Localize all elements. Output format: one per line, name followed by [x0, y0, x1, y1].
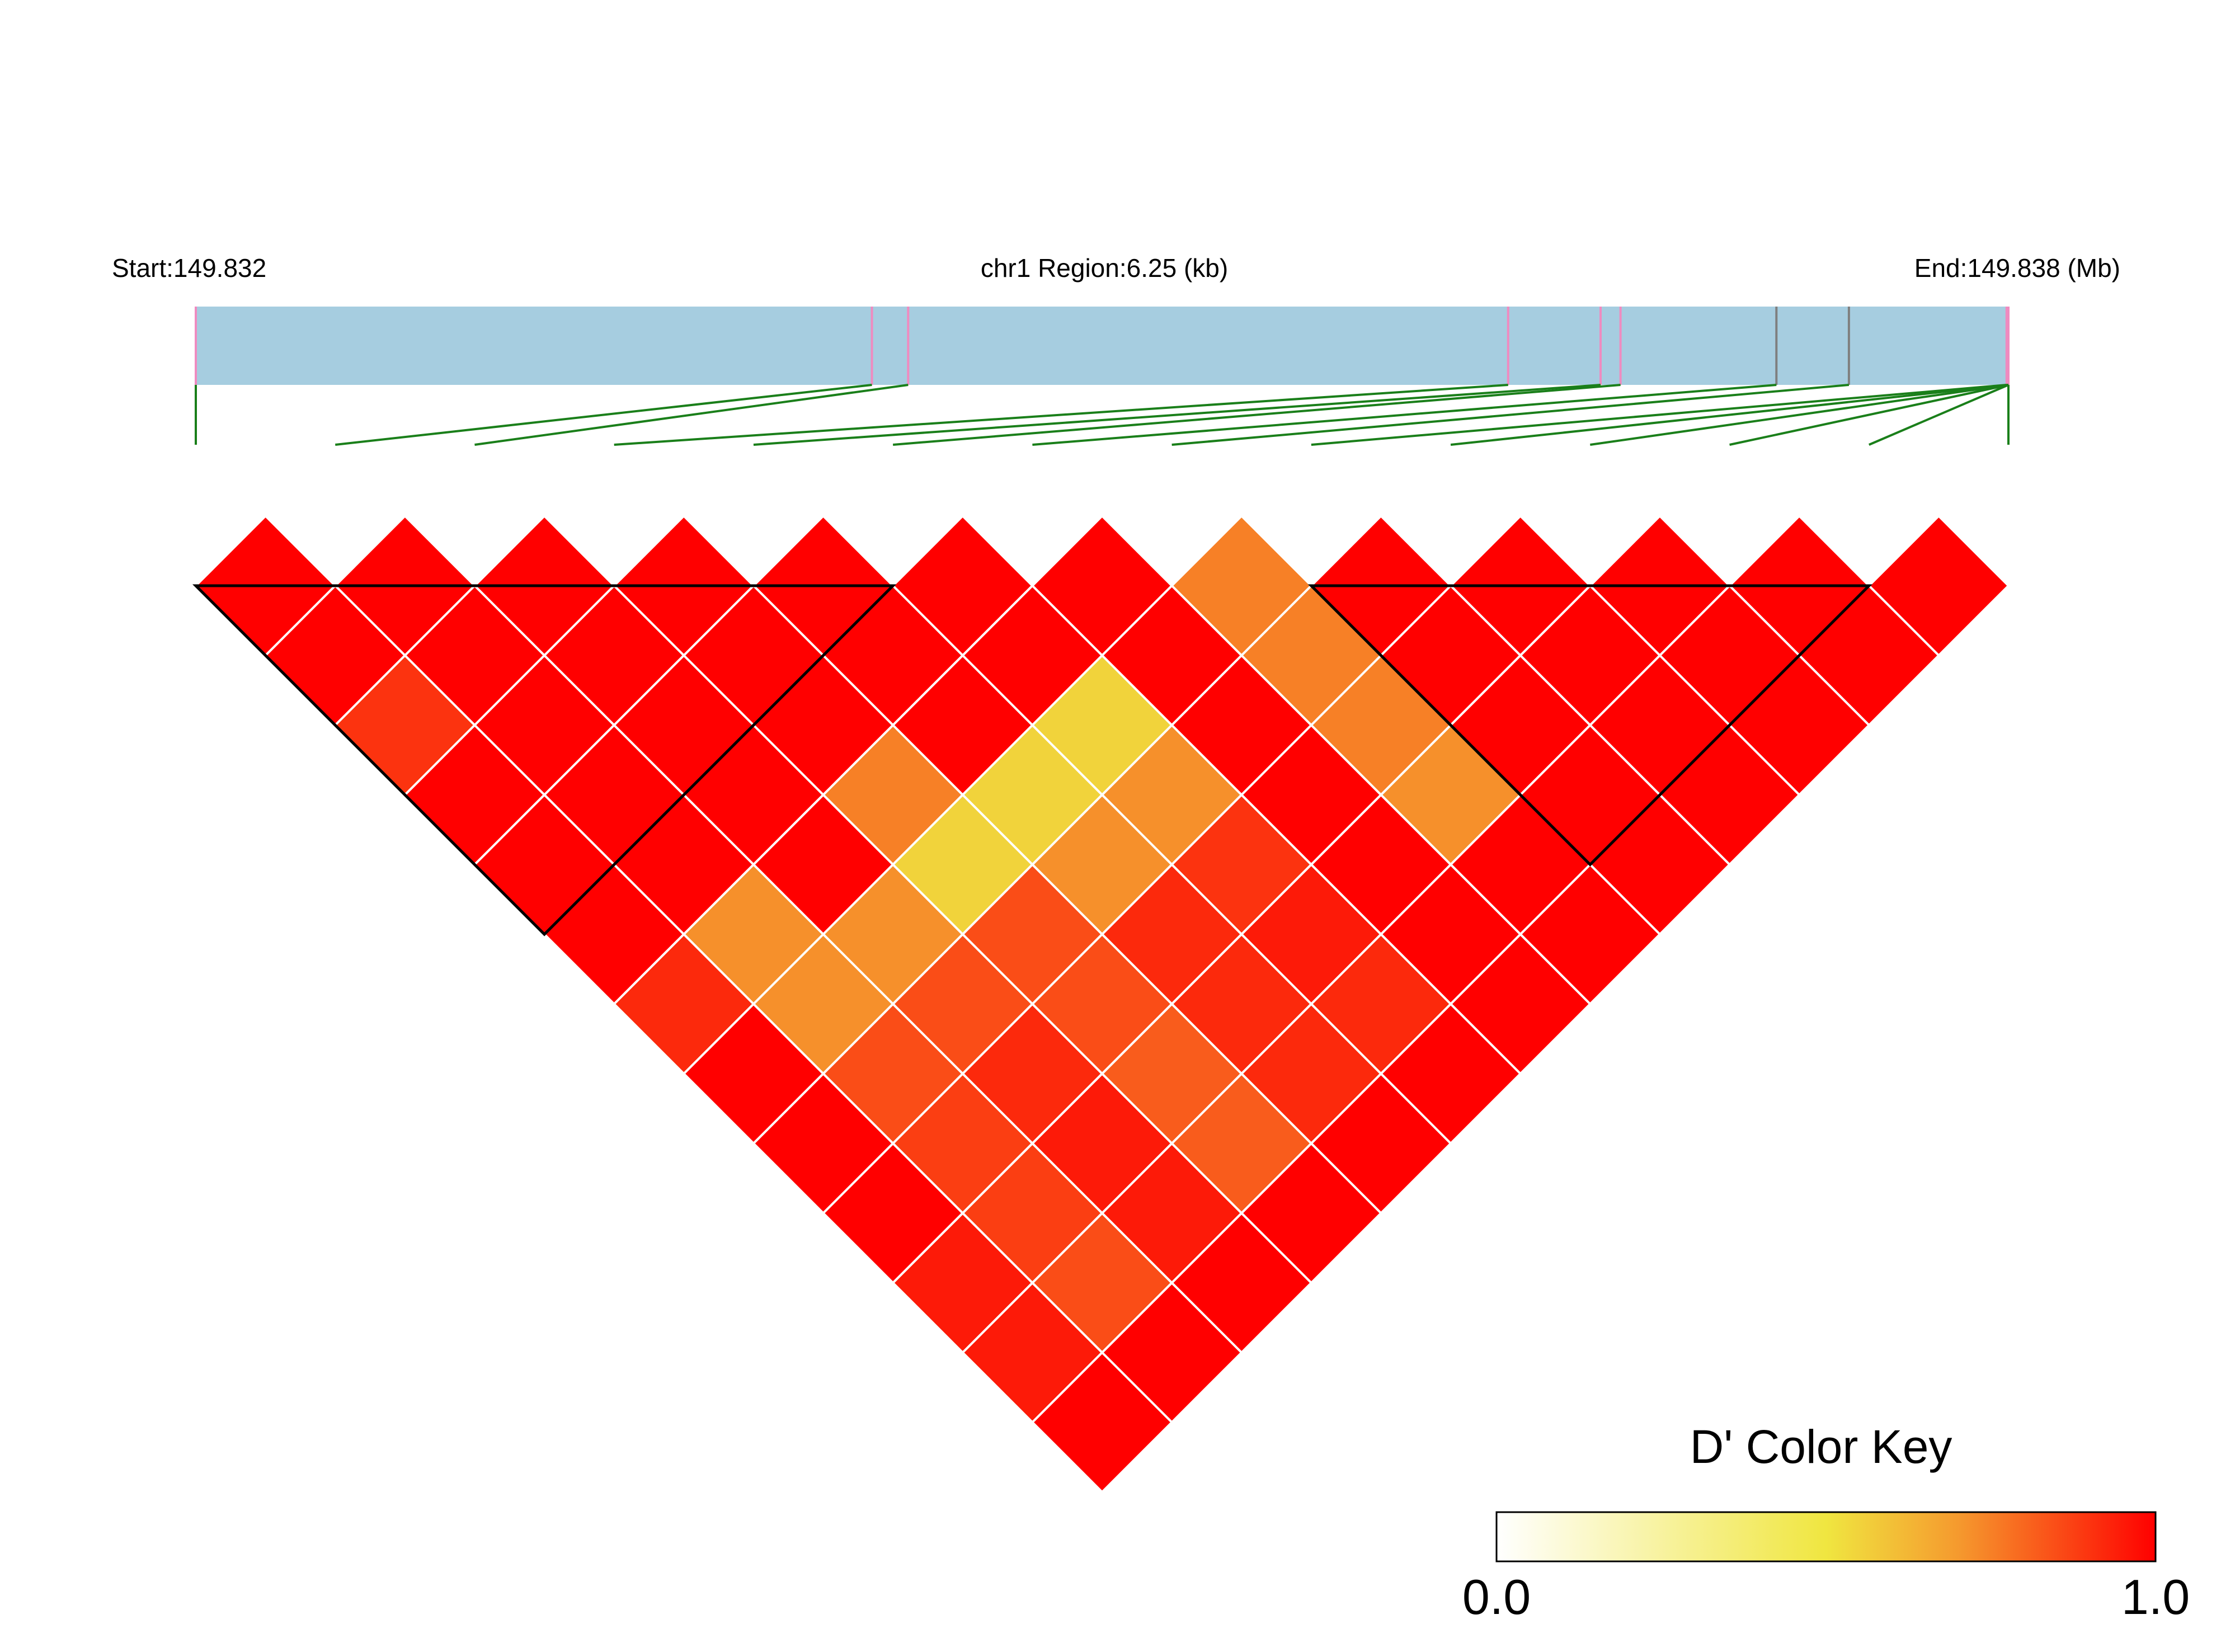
snp-connector	[1032, 384, 1777, 446]
ld-block-outline	[192, 584, 897, 936]
gene-track	[196, 307, 2008, 385]
snp-connector	[753, 384, 1601, 446]
region-label: chr1 Region:6.25 (kb)	[981, 253, 1228, 283]
snp-connector	[1450, 384, 2009, 446]
color-key-title: D' Color Key	[1690, 1420, 1952, 1473]
color-key-min-label: 0.0	[1462, 1569, 1531, 1625]
snp-connector	[1171, 384, 1850, 446]
snp-connector	[1590, 384, 2009, 446]
snp-connector	[335, 384, 872, 446]
color-key: D' Color Key 0.0 1.0	[1462, 1420, 2190, 1625]
snp-connector	[614, 384, 1508, 446]
snp-connectors	[195, 384, 2010, 446]
color-key-max-label: 1.0	[2121, 1569, 2190, 1625]
end-label: End:149.838 (Mb)	[1914, 253, 2120, 283]
color-key-bar	[1495, 1511, 2157, 1562]
ld-blocks	[192, 584, 1872, 936]
ld-cell	[1031, 1350, 1174, 1494]
ld-block-outline	[1307, 584, 1872, 867]
snp-connector	[474, 384, 909, 446]
snp-connector	[1868, 384, 2009, 446]
start-label: Start:149.832	[112, 253, 266, 283]
snp-connector	[1729, 384, 2009, 446]
snp-marks	[195, 307, 2010, 385]
snp-connector	[1311, 384, 2007, 446]
snp-connector	[892, 384, 1621, 446]
ld-cells	[194, 514, 2010, 1494]
